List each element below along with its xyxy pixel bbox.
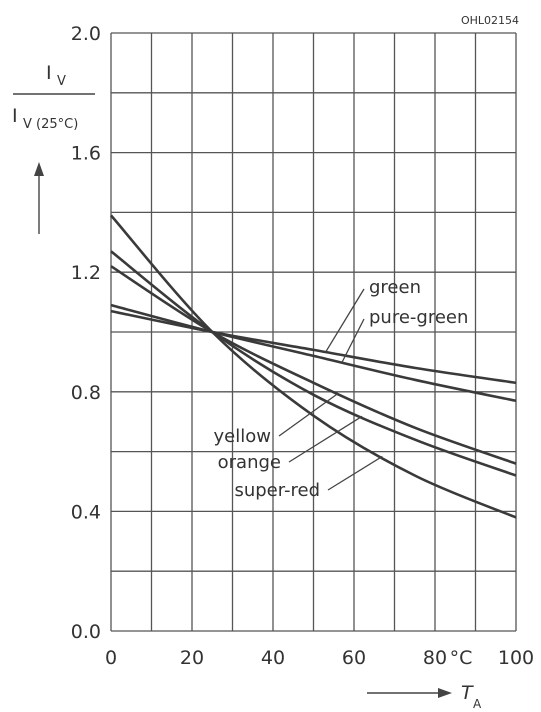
y-label-arrow-head <box>34 162 44 176</box>
x-label-symbol: T <box>461 682 474 704</box>
x-tick-label: 100 <box>498 647 534 669</box>
chart-code: OHL02154 <box>461 14 519 27</box>
series-line-green <box>110 309 517 385</box>
leader-line-super-red <box>327 455 383 491</box>
y-tick-label: 0.8 <box>71 382 101 404</box>
grid <box>110 32 517 632</box>
y-tick-label: 0.0 <box>71 621 101 643</box>
curves <box>110 214 517 519</box>
series-line-super-red <box>110 214 517 519</box>
tick-labels: 0 20 40 60 80 100 0.0 0.4 0.8 1.2 1.6 2.0 <box>71 23 534 669</box>
x-label-sub: A <box>473 697 482 711</box>
y-label-numerator-sub: V <box>57 74 66 89</box>
leader-line-pure-green <box>341 318 365 363</box>
x-tick-label: 80 <box>423 647 447 669</box>
y-tick-label: 1.6 <box>71 143 101 165</box>
series-label-super-red: super-red <box>234 480 320 501</box>
series-label-yellow: yellow <box>214 426 271 447</box>
x-label-arrow-head <box>438 688 452 698</box>
label-leaders <box>278 288 383 491</box>
series-label-pure-green: pure-green <box>369 307 468 328</box>
series-line-orange <box>110 250 517 477</box>
y-tick-label: 0.4 <box>71 501 101 523</box>
series-line-yellow <box>110 265 517 465</box>
y-tick-label: 1.2 <box>71 262 101 284</box>
x-tick-label: 60 <box>342 647 366 669</box>
series-labels: green pure-green yellow orange super-red <box>214 277 469 501</box>
y-label-denominator-sub: V (25°C) <box>23 117 78 132</box>
x-axis-label: T A <box>367 682 482 711</box>
x-tick-label: 0 <box>105 647 117 669</box>
leader-line-yellow <box>278 393 339 437</box>
leader-line-green <box>325 288 365 353</box>
x-tick-label: 20 <box>180 647 204 669</box>
series-label-orange: orange <box>218 452 281 473</box>
y-label-denominator: I <box>12 105 18 127</box>
y-tick-label: 2.0 <box>71 23 101 45</box>
x-tick-label: 40 <box>261 647 285 669</box>
x-unit-label: °C <box>450 647 473 669</box>
y-axis-label: I V I V (25°C) <box>12 62 95 234</box>
leader-line-orange <box>288 415 363 463</box>
series-label-green: green <box>369 277 421 298</box>
series-line-pure-green <box>110 303 517 403</box>
y-label-numerator: I <box>46 62 52 84</box>
